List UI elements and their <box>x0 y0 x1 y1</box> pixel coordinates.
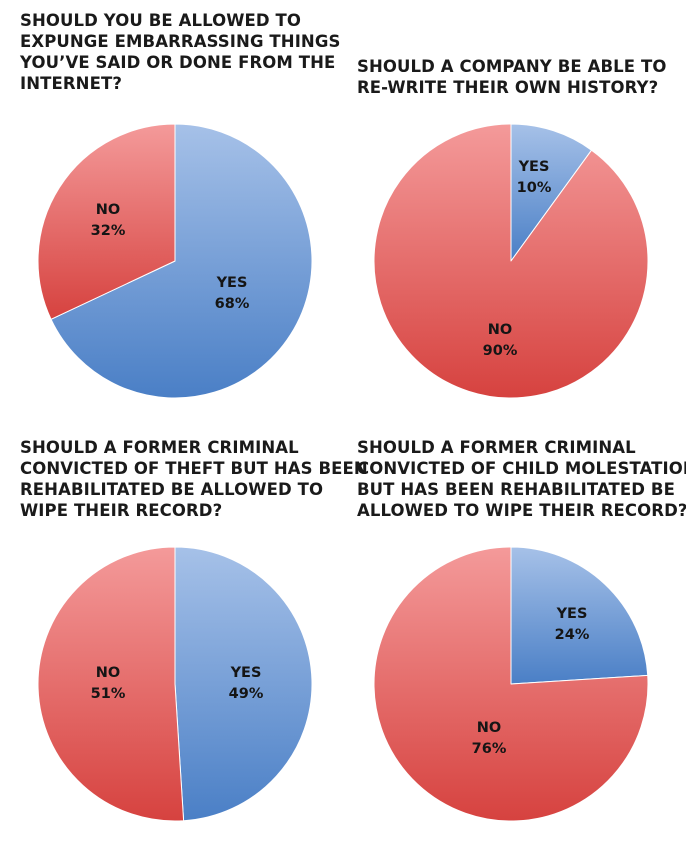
pie-1-value-no: 32% <box>91 223 126 239</box>
chart-4-question-line: CONVICTED OF CHILD MOLESTATION, <box>357 459 686 478</box>
pie-3-value-yes: 49% <box>229 686 264 702</box>
chart-3-question-line: WIPE THEIR RECORD? <box>20 501 223 520</box>
pie-4-label-no: NO <box>477 720 501 736</box>
pie-4-value-no: 76% <box>472 741 507 757</box>
chart-2-question-line: SHOULD A COMPANY BE ABLE TO <box>357 57 667 76</box>
pie-2-slice-no <box>373 123 649 399</box>
pie-3-label-no: NO <box>96 665 120 681</box>
chart-panel-4: SHOULD A FORMER CRIMINAL CONVICTED OF CH… <box>343 420 686 860</box>
pie-1-slice-no <box>37 123 176 320</box>
pie-1-label-no: NO <box>96 202 120 218</box>
chart-4-question: SHOULD A FORMER CRIMINAL CONVICTED OF CH… <box>357 437 686 521</box>
pie-4-value-yes: 24% <box>555 627 590 643</box>
chart-3-question-line: REHABILITATED BE ALLOWED TO <box>20 480 324 499</box>
pie-2-label-no: NO <box>488 322 512 338</box>
chart-1-question-line: SHOULD YOU BE ALLOWED TO <box>20 11 302 30</box>
pie-chart-4: YES 24% NO 76% <box>373 546 649 822</box>
chart-3-question-line: SHOULD A FORMER CRIMINAL <box>20 438 299 457</box>
chart-1-question-line: EXPUNGE EMBARRASSING THINGS <box>20 32 341 51</box>
chart-panel-2: SHOULD A COMPANY BE ABLE TO RE-WRITE THE… <box>343 0 686 420</box>
pie-2-slice-yes <box>510 123 593 262</box>
pie-3-value-no: 51% <box>91 686 126 702</box>
pie-3-label-yes: YES <box>230 665 262 681</box>
chart-1-question-line: YOU’VE SAID OR DONE FROM THE <box>20 53 336 72</box>
pie-3-slice-yes <box>174 546 313 822</box>
pie-4-label-yes: YES <box>556 606 588 622</box>
pie-1-label-yes: YES <box>216 275 248 291</box>
chart-1-question-line: INTERNET? <box>20 74 122 93</box>
chart-4-question-line: ALLOWED TO WIPE THEIR RECORD? <box>357 501 686 520</box>
pie-4-slice-yes <box>510 546 649 685</box>
chart-4-question-line: BUT HAS BEEN REHABILITATED BE <box>357 480 675 499</box>
pie-2-value-no: 90% <box>483 343 518 359</box>
chart-panel-3: SHOULD A FORMER CRIMINAL CONVICTED OF TH… <box>0 420 368 860</box>
pie-chart-2: YES 10% NO 90% <box>373 123 649 399</box>
pie-2-value-yes: 10% <box>517 180 552 196</box>
chart-2-question-line: RE-WRITE THEIR OWN HISTORY? <box>357 78 659 97</box>
chart-3-question: SHOULD A FORMER CRIMINAL CONVICTED OF TH… <box>20 437 368 521</box>
pie-3-slice-no <box>37 546 185 822</box>
pie-1-slice-yes <box>50 123 313 399</box>
chart-4-question-line: SHOULD A FORMER CRIMINAL <box>357 438 636 457</box>
chart-3-question-line: CONVICTED OF THEFT BUT HAS BEEN <box>20 459 368 478</box>
pie-2-label-yes: YES <box>518 159 550 175</box>
pie-4-slice-no <box>373 546 649 822</box>
chart-2-question: SHOULD A COMPANY BE ABLE TO RE-WRITE THE… <box>357 56 666 98</box>
pie-1-value-yes: 68% <box>215 296 250 312</box>
chart-panel-1: SHOULD YOU BE ALLOWED TO EXPUNGE EMBARRA… <box>0 0 343 420</box>
pie-chart-3: YES 49% NO 51% <box>37 546 313 822</box>
pie-chart-1: YES 68% NO 32% <box>37 123 313 399</box>
chart-1-question: SHOULD YOU BE ALLOWED TO EXPUNGE EMBARRA… <box>20 10 340 94</box>
